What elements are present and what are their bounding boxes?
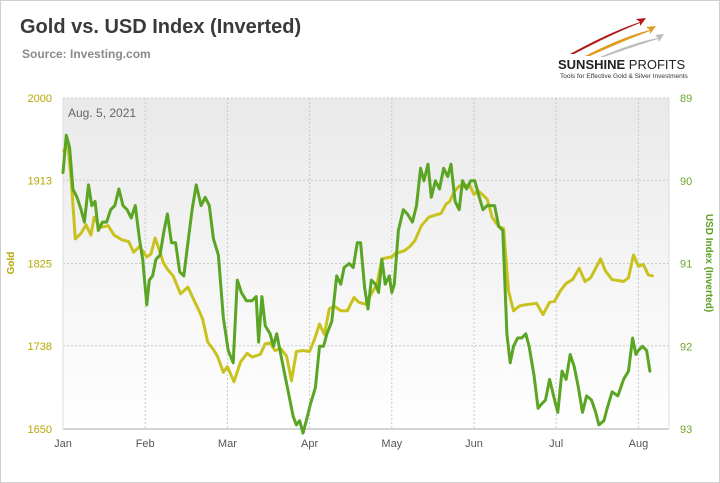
x-tick-label: May: [381, 438, 402, 450]
gold-series-line: [62, 143, 654, 384]
y-axis-left-title: Gold: [6, 252, 17, 275]
logo-name-bold: SUNSHINE: [558, 57, 626, 72]
chart-title: Gold vs. USD Index (Inverted): [20, 16, 302, 38]
logo-tagline: Tools for Effective Gold & Silver Invest…: [560, 73, 688, 80]
y-tick-right: 93: [680, 424, 692, 436]
logo-name-light: PROFITS: [625, 57, 686, 72]
brand-logo: SUNSHINE PROFITS Tools for Effective Gol…: [540, 14, 700, 84]
y-tick-left: 1650: [28, 424, 52, 436]
x-tick-label: Mar: [218, 438, 237, 450]
y-tick-right: 91: [680, 259, 692, 271]
y-tick-right: 92: [680, 341, 692, 353]
logo-swoosh-icon: [570, 18, 664, 57]
x-tick-label: Jan: [54, 438, 72, 450]
date-annotation: Aug. 5, 2021: [68, 106, 136, 120]
y-axis-right-title: USD Index (Inverted): [703, 214, 714, 312]
x-tick-label: Jul: [549, 438, 563, 450]
usd-series-line: [61, 133, 652, 435]
x-tick-label: Jun: [465, 438, 483, 450]
y-tick-right: 90: [680, 176, 692, 188]
y-tick-left: 1738: [28, 341, 52, 353]
y-tick-left: 1913: [28, 175, 52, 187]
x-tick-label: Feb: [136, 438, 155, 450]
x-tick-label: Apr: [301, 438, 318, 450]
chart-source: Source: Investing.com: [22, 47, 151, 61]
y-tick-right: 89: [680, 93, 692, 105]
y-tick-left: 1825: [28, 259, 52, 271]
logo-name: SUNSHINE PROFITS: [558, 57, 685, 72]
y-tick-left: 2000: [28, 93, 52, 105]
x-tick-label: Aug: [629, 438, 649, 450]
